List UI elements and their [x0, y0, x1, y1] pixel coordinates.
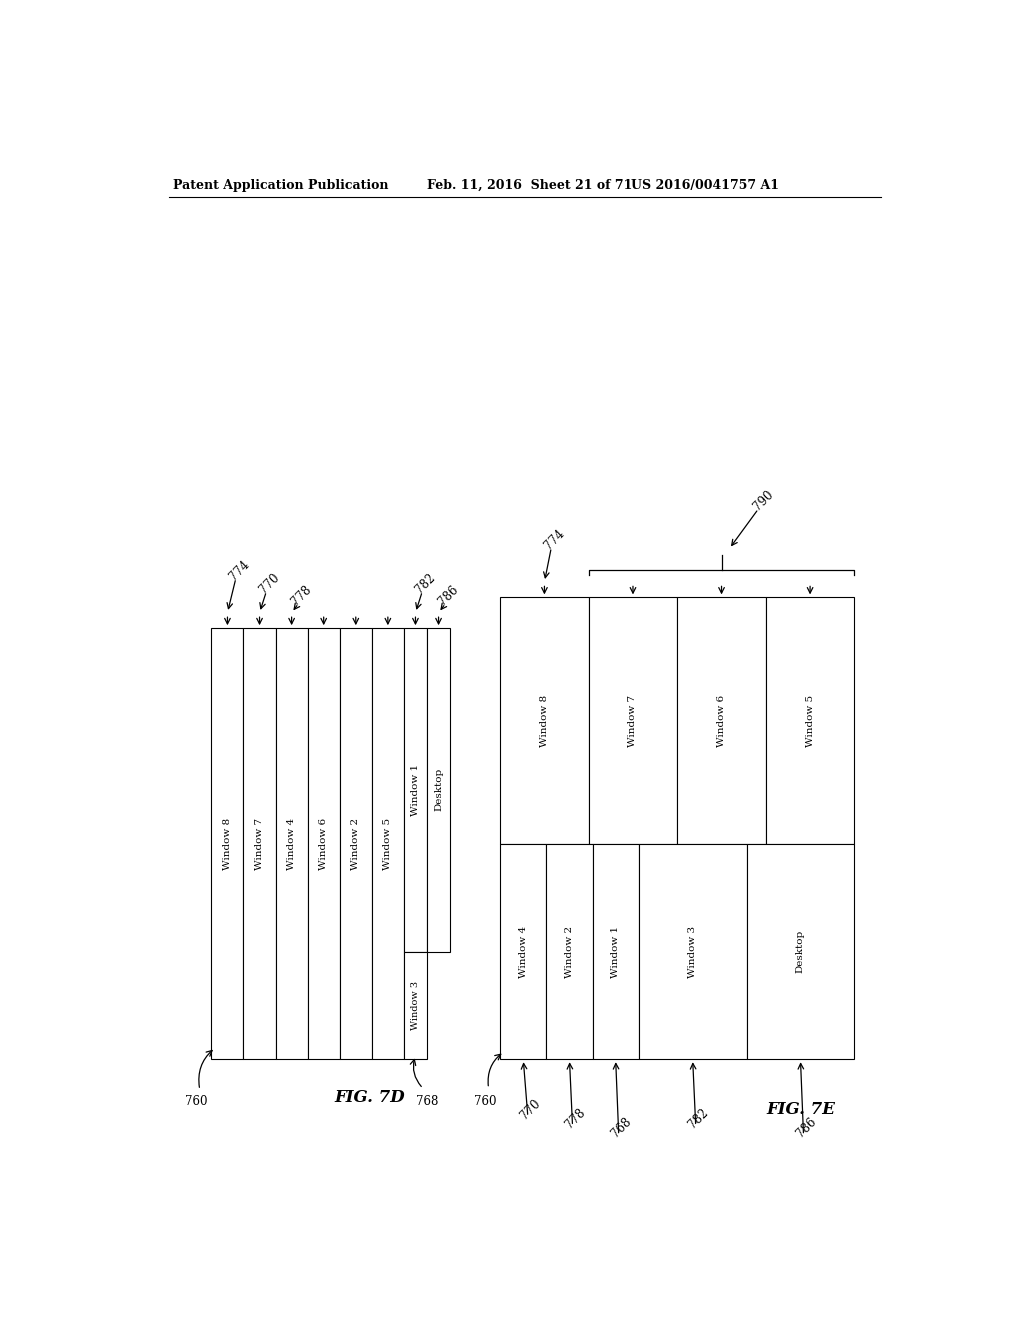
Text: Window 5: Window 5 [806, 694, 814, 747]
Bar [547, 843, 593, 1059]
Text: Window 3: Window 3 [411, 981, 420, 1030]
Bar [307, 628, 340, 1059]
Text: 790: 790 [752, 488, 776, 513]
Bar [500, 597, 589, 843]
Text: 786: 786 [436, 583, 461, 609]
Text: Window 6: Window 6 [717, 694, 726, 747]
Text: 768: 768 [609, 1115, 634, 1140]
Text: 778: 778 [289, 583, 314, 609]
Text: 770: 770 [257, 570, 282, 597]
Text: Feb. 11, 2016  Sheet 21 of 71: Feb. 11, 2016 Sheet 21 of 71 [427, 178, 633, 191]
Text: 778: 778 [563, 1106, 588, 1131]
Text: 774: 774 [226, 558, 252, 583]
Text: Window 8: Window 8 [223, 817, 232, 870]
Bar [427, 628, 451, 952]
Bar [403, 952, 427, 1059]
Bar [211, 628, 244, 1059]
Text: 774: 774 [542, 527, 567, 552]
Text: Window 4: Window 4 [287, 817, 296, 870]
Text: Window 2: Window 2 [565, 925, 574, 978]
Text: 786: 786 [795, 1115, 819, 1140]
Text: Window 6: Window 6 [319, 817, 329, 870]
Text: 770: 770 [518, 1097, 544, 1122]
Bar [403, 628, 427, 952]
Text: 782: 782 [413, 572, 438, 595]
Text: Window 1: Window 1 [411, 764, 420, 816]
Text: 768: 768 [416, 1096, 438, 1109]
Bar [593, 843, 639, 1059]
Bar [766, 597, 854, 843]
Bar [275, 628, 307, 1059]
Bar [244, 628, 275, 1059]
Text: Window 4: Window 4 [519, 925, 527, 978]
Bar [639, 843, 746, 1059]
Bar [372, 628, 403, 1059]
Bar [746, 843, 854, 1059]
Text: Window 5: Window 5 [383, 817, 392, 870]
Text: Window 7: Window 7 [255, 817, 264, 870]
Text: FIG. 7E: FIG. 7E [766, 1101, 835, 1118]
Text: Patent Application Publication: Patent Application Publication [173, 178, 388, 191]
Bar [589, 597, 677, 843]
Text: 782: 782 [686, 1106, 712, 1131]
Text: Window 7: Window 7 [629, 694, 638, 747]
Text: FIG. 7D: FIG. 7D [334, 1089, 404, 1106]
Text: Window 3: Window 3 [688, 925, 697, 978]
Bar [340, 628, 372, 1059]
Text: Window 8: Window 8 [540, 694, 549, 747]
Text: Desktop: Desktop [796, 929, 805, 973]
Text: US 2016/0041757 A1: US 2016/0041757 A1 [631, 178, 779, 191]
Bar [677, 597, 766, 843]
Text: Window 1: Window 1 [611, 925, 621, 978]
Bar [500, 843, 547, 1059]
Text: 760: 760 [184, 1096, 207, 1109]
Text: Desktop: Desktop [434, 768, 443, 812]
Text: Window 2: Window 2 [351, 817, 360, 870]
Text: 760: 760 [473, 1096, 496, 1109]
